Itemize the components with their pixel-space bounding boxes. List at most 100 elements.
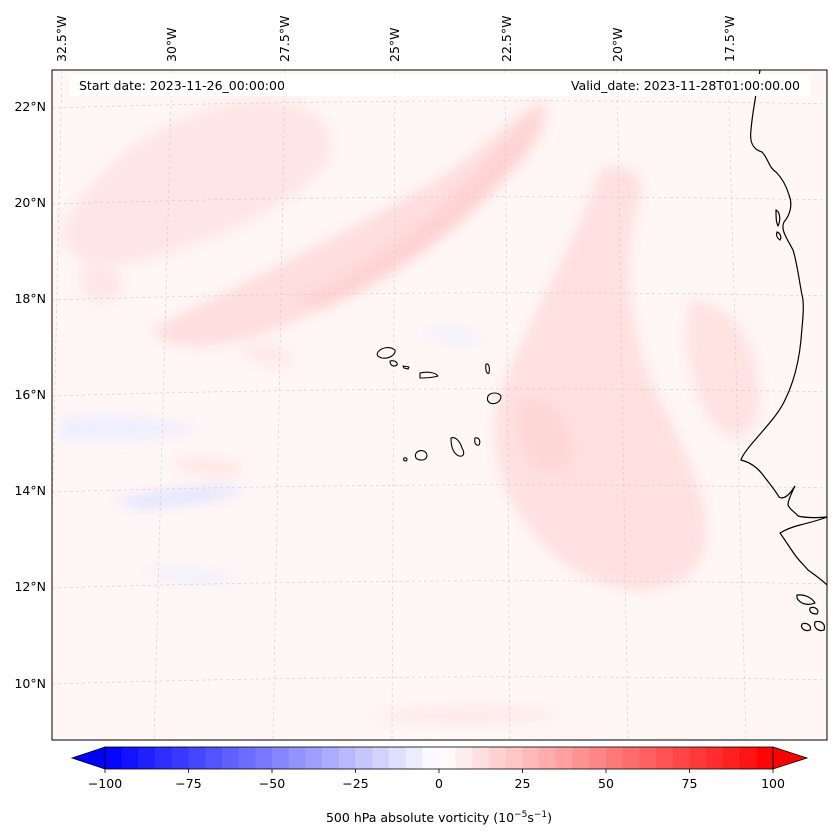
lat-label-12n: 12°N bbox=[14, 579, 46, 594]
coast-bijagos-3 bbox=[814, 620, 826, 632]
colorbar-segment bbox=[505, 747, 524, 769]
colorbar-segment bbox=[155, 747, 173, 769]
start-date-label: Start date: 2023-11-26_00:00:00 bbox=[79, 78, 285, 93]
colorbar-segment bbox=[689, 747, 707, 769]
vorticity-shade-neg-4 bbox=[420, 328, 485, 345]
colorbar-segment bbox=[138, 747, 156, 769]
colorbar-segment bbox=[539, 747, 557, 769]
gridline-lat-10 bbox=[52, 676, 827, 685]
colorbar-tick-label: 75 bbox=[682, 776, 698, 791]
colorbar-segment bbox=[489, 747, 507, 769]
coast-gambia-guinea bbox=[779, 485, 828, 586]
map-panel: Start date: 2023-11-26_00:00:00 Valid_da… bbox=[51, 69, 828, 741]
valid-date-label: Valid_date: 2023-11-28T01:00:00.00 bbox=[571, 78, 800, 93]
colorbar-segment bbox=[739, 747, 757, 769]
lon-label-30w: 30°W bbox=[164, 27, 179, 62]
colorbar-segment bbox=[572, 747, 590, 769]
colorbar-segments bbox=[105, 747, 774, 769]
vorticity-shade-pos-9 bbox=[370, 707, 560, 725]
lat-label-14n: 14°N bbox=[14, 483, 46, 498]
coast-guinea-bissau-isles bbox=[796, 594, 816, 605]
colorbar-tick-label: 25 bbox=[515, 776, 531, 791]
island-boa-vista bbox=[486, 392, 502, 405]
coast-canary-arc bbox=[775, 209, 781, 227]
colorbar-segment bbox=[305, 747, 323, 769]
gridline-lon-17-5 bbox=[727, 70, 747, 740]
gridline-lat-12 bbox=[52, 580, 827, 589]
colorbar-tick-label: 100 bbox=[761, 776, 785, 791]
lat-label-22n: 22°N bbox=[14, 99, 46, 114]
colorbar-segment bbox=[372, 747, 390, 769]
colorbar-segment bbox=[639, 747, 657, 769]
colorbar-segment bbox=[472, 747, 490, 769]
colorbar-label-suffix: ) bbox=[547, 810, 552, 825]
coast-mauritania-senegal bbox=[740, 69, 804, 499]
gridline-lon-25 bbox=[391, 70, 396, 740]
colorbar-tick-label: 50 bbox=[598, 776, 614, 791]
colorbar-segment bbox=[656, 747, 674, 769]
vorticity-shade-pos-8 bbox=[170, 458, 245, 477]
colorbar-segment bbox=[405, 747, 423, 769]
colorbar-segment bbox=[338, 747, 357, 769]
colorbar-segment bbox=[706, 747, 724, 769]
gridline-lat-20 bbox=[52, 196, 827, 205]
gridline-lat-18 bbox=[52, 292, 827, 301]
colorbar-segment bbox=[422, 747, 440, 769]
lat-label-18n: 18°N bbox=[14, 291, 46, 306]
colorbar-label-exp2: −1 bbox=[534, 810, 547, 820]
colorbar-segment bbox=[221, 747, 240, 769]
colorbar-tick-label: 0 bbox=[435, 776, 443, 791]
africa-coastline bbox=[740, 69, 828, 632]
lon-label-25w: 25°W bbox=[387, 27, 402, 62]
island-santo-antao bbox=[376, 347, 396, 359]
island-santiago bbox=[450, 437, 465, 457]
lon-label-17-5w: 17.5°W bbox=[722, 16, 737, 62]
vorticity-shade-pos-2 bbox=[150, 100, 547, 347]
colorbar-segment bbox=[121, 747, 139, 769]
gridline-lon-27-5 bbox=[272, 70, 286, 740]
colorbar-segment bbox=[522, 747, 540, 769]
lat-label-10n: 10°N bbox=[14, 676, 46, 691]
colorbar-extend-min bbox=[70, 746, 106, 770]
vorticity-shade-pos-10 bbox=[240, 343, 292, 367]
colorbar-segment bbox=[439, 747, 457, 769]
vorticity-shade-neg-1 bbox=[110, 485, 245, 510]
lat-label-20n: 20°N bbox=[14, 195, 46, 210]
coast-bijagos-1 bbox=[809, 606, 819, 615]
vorticity-shade-pos-7 bbox=[79, 266, 123, 302]
colorbar-segment bbox=[322, 747, 340, 769]
colorbar-segment bbox=[355, 747, 373, 769]
vorticity-shade-pos-4 bbox=[494, 166, 707, 590]
gridline-lon-20 bbox=[616, 70, 629, 740]
colorbar-segment bbox=[606, 747, 624, 769]
colorbar-segment bbox=[171, 747, 190, 769]
island-sao-vicente bbox=[389, 360, 398, 367]
colorbar-tick-label: −25 bbox=[342, 776, 368, 791]
island-maio bbox=[474, 437, 481, 446]
island-sao-nicolau bbox=[419, 371, 439, 379]
lon-label-22-5w: 22.5°W bbox=[499, 16, 514, 62]
colorbar-segment bbox=[589, 747, 607, 769]
map-frame bbox=[51, 69, 828, 741]
lon-label-20w: 20°W bbox=[610, 27, 625, 62]
lon-label-32-5w: 32.5°W bbox=[54, 16, 69, 62]
island-fogo bbox=[414, 450, 428, 461]
coast-dakhla-islet bbox=[776, 231, 782, 241]
island-santa-luzia bbox=[402, 365, 410, 370]
colorbar-label: 500 hPa absolute vorticity (10−5s−1) bbox=[326, 810, 552, 825]
colorbar-segment bbox=[255, 747, 273, 769]
gridline-lat-14 bbox=[52, 484, 827, 493]
colorbar-segment bbox=[388, 747, 407, 769]
colorbar-segment bbox=[272, 747, 290, 769]
cape-verde-islands bbox=[376, 347, 502, 462]
colorbar-segment bbox=[288, 747, 306, 769]
colorbar-segment bbox=[622, 747, 640, 769]
colorbar-extend-max bbox=[772, 746, 809, 770]
vorticity-shade-neg-2 bbox=[60, 415, 200, 440]
colorbar-segment bbox=[188, 747, 206, 769]
colorbar-segment bbox=[672, 747, 691, 769]
colorbar-tick-label: −50 bbox=[259, 776, 285, 791]
lon-label-27-5w: 27.5°W bbox=[277, 16, 292, 62]
vorticity-shade-pos-5 bbox=[517, 400, 573, 472]
